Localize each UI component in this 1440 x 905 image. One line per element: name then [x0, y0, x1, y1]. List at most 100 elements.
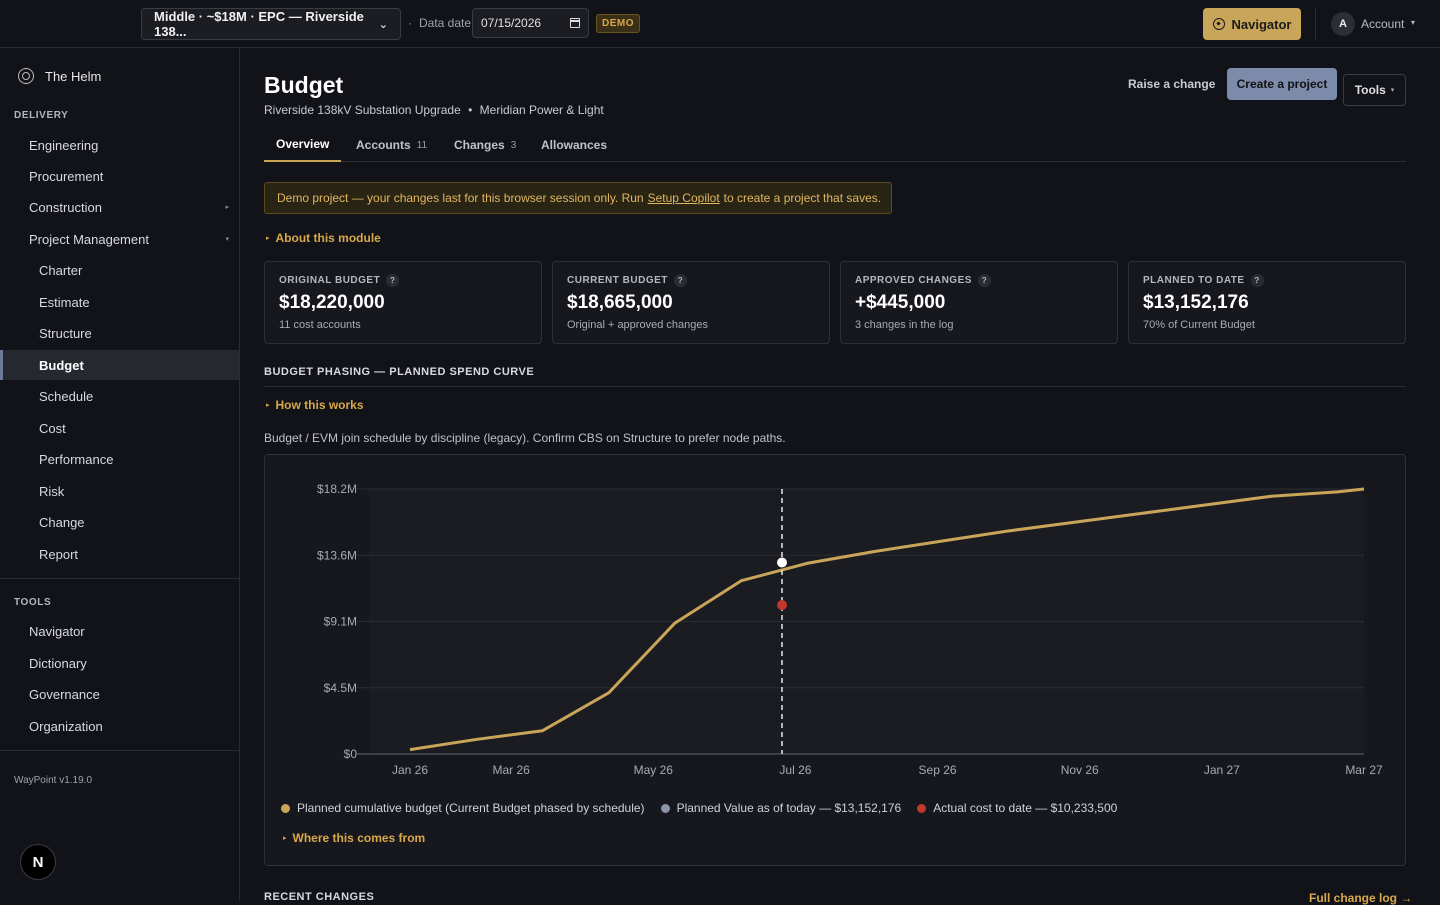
how-this-works-toggle[interactable]: ▸ How this works — [266, 398, 364, 412]
legend-swatch — [660, 803, 670, 813]
x-tick-label: Mar 26 — [492, 763, 530, 777]
setup-copilot-link[interactable]: Setup Copilot — [647, 191, 720, 205]
about-module-toggle[interactable]: ▸ About this module — [266, 231, 381, 245]
card-label: APPROVED CHANGES? — [855, 274, 1103, 287]
sidebar-item-charter[interactable]: Charter — [0, 255, 239, 285]
tab-accounts[interactable]: Accounts 11 — [356, 128, 427, 162]
chevron-down-icon: ⌄ — [378, 18, 388, 31]
chart-note: Budget / EVM join schedule by discipline… — [264, 431, 786, 445]
n-badge-button[interactable]: N — [20, 844, 56, 880]
legend-label: Planned cumulative budget (Current Budge… — [297, 801, 645, 815]
card-sub: 11 cost accounts — [279, 319, 361, 331]
y-tick-label: $4.5M — [324, 681, 357, 695]
sidebar-item-organization[interactable]: Organization — [0, 711, 239, 741]
raise-change-button[interactable]: Raise a change — [1128, 77, 1216, 91]
brand-link[interactable]: The Helm — [18, 68, 101, 84]
help-icon[interactable]: ? — [977, 274, 991, 287]
legend-item-planned-budget: Planned cumulative budget (Current Budge… — [281, 801, 645, 815]
caret-down-icon: ▾ — [1390, 87, 1395, 94]
section-label-delivery: DELIVERY — [14, 110, 69, 121]
navigator-button[interactable]: Navigator — [1203, 8, 1301, 40]
caret-down-icon: ▾ — [225, 236, 229, 243]
sidebar-item-label: Project Management — [29, 231, 149, 247]
caret-right-icon: ▸ — [225, 204, 229, 211]
separator-dot: · — [408, 16, 412, 30]
calendar-icon[interactable] — [570, 18, 580, 28]
chart-legend: Planned cumulative budget (Current Budge… — [281, 801, 1133, 815]
budget-phasing-chart: $0 $4.5M $9.1M $13.6M $18.2M Jan 26 Mar 26 May … — [317, 482, 1383, 777]
x-tick-label: May 26 — [634, 763, 674, 777]
sidebar-item-performance[interactable]: Performance — [0, 444, 239, 474]
tab-label: Accounts — [356, 138, 411, 152]
help-icon[interactable]: ? — [386, 274, 400, 287]
planned-value-point — [777, 557, 787, 568]
help-icon[interactable]: ? — [673, 274, 687, 287]
tab-bar: Overview Accounts 11 Changes 3 Allowances — [264, 128, 1406, 162]
legend-label: Actual cost to date — $10,233,500 — [933, 801, 1118, 815]
divider — [1315, 8, 1316, 40]
full-change-log-link[interactable]: Full change log → — [1309, 891, 1413, 905]
sidebar-item-structure[interactable]: Structure — [0, 318, 239, 348]
card-value: +$445,000 — [855, 292, 946, 313]
subtitle-separator: • — [468, 103, 473, 117]
kpi-cards: ORIGINAL BUDGET? $18,220,000 11 cost acc… — [264, 261, 1406, 344]
sidebar-item-estimate[interactable]: Estimate — [0, 287, 239, 317]
tools-button-label: Tools — [1354, 83, 1386, 97]
sidebar-item-schedule[interactable]: Schedule — [0, 381, 239, 411]
sidebar-item-label: Structure — [39, 325, 92, 341]
sidebar-item-project-management[interactable]: Project Management ▾ — [0, 224, 239, 254]
tab-overview[interactable]: Overview — [264, 128, 342, 162]
triangle-right-icon: ▸ — [266, 235, 270, 242]
sidebar-item-label: Budget — [39, 357, 84, 373]
y-tick-label: $9.1M — [324, 615, 357, 629]
tab-allowances[interactable]: Allowances — [541, 128, 607, 162]
sidebar-item-label: Change — [39, 514, 85, 530]
where-comes-from-toggle[interactable]: ▸ Where this comes from — [283, 831, 425, 845]
sidebar-item-procurement[interactable]: Procurement — [0, 161, 239, 191]
sidebar-item-report[interactable]: Report — [0, 539, 239, 569]
sidebar-item-label: Organization — [29, 718, 103, 734]
card-label: CURRENT BUDGET? — [567, 274, 815, 287]
tab-label: Overview — [276, 137, 330, 151]
card-value: $18,220,000 — [279, 292, 385, 313]
tools-menu-button[interactable]: Tools ▾ — [1343, 74, 1406, 106]
sidebar-item-label: Report — [39, 546, 79, 562]
account-menu[interactable]: Account — [1361, 17, 1405, 31]
x-tick-label: Sep 26 — [919, 763, 957, 777]
section-heading-recent-changes: RECENT CHANGES — [264, 891, 375, 903]
sidebar-item-budget[interactable]: Budget — [0, 350, 239, 380]
project-name: Riverside 138kV Substation Upgrade — [264, 103, 461, 117]
client-name: Meridian Power & Light — [479, 103, 604, 117]
card-label-text: PLANNED TO DATE — [1143, 275, 1245, 286]
data-date-input[interactable]: 07/15/2026 — [472, 8, 589, 38]
card-label: ORIGINAL BUDGET? — [279, 274, 527, 287]
project-select[interactable]: Middle · ~$18M · EPC — Riverside 138... … — [141, 8, 401, 40]
sidebar-item-change[interactable]: Change — [0, 507, 239, 537]
tab-changes[interactable]: Changes 3 — [454, 128, 516, 162]
avatar[interactable]: A — [1331, 12, 1355, 36]
help-icon[interactable]: ? — [1250, 274, 1264, 287]
card-label-text: ORIGINAL BUDGET — [279, 275, 381, 286]
sidebar-item-construction[interactable]: Construction ▸ — [0, 192, 239, 222]
sidebar-item-engineering[interactable]: Engineering — [0, 130, 239, 160]
sidebar-item-governance[interactable]: Governance — [0, 679, 239, 709]
create-project-button[interactable]: Create a project — [1227, 68, 1337, 100]
main-content: Budget Riverside 138kV Substation Upgrad… — [240, 48, 1440, 905]
navigator-button-label: Navigator — [1231, 16, 1292, 32]
sidebar-item-dictionary[interactable]: Dictionary — [0, 648, 239, 678]
sidebar-item-label: Performance — [39, 451, 114, 467]
about-module-label: About this module — [275, 231, 381, 245]
sidebar-item-label: Governance — [29, 686, 100, 702]
sidebar-item-label: Navigator — [29, 623, 85, 639]
caret-down-icon[interactable]: ▾ — [1411, 18, 1416, 27]
project-select-label: Middle · ~$18M · EPC — Riverside 138... — [154, 9, 364, 39]
card-sub: Original + approved changes — [567, 319, 708, 331]
legend-label: Planned Value as of today — $13,152,176 — [676, 801, 902, 815]
sidebar-item-cost[interactable]: Cost — [0, 413, 239, 443]
helm-icon — [18, 68, 34, 84]
divider — [0, 578, 239, 579]
tab-count: 3 — [510, 139, 517, 151]
sidebar-item-navigator[interactable]: Navigator — [0, 616, 239, 646]
sidebar-item-label: Procurement — [29, 168, 104, 184]
sidebar-item-risk[interactable]: Risk — [0, 476, 239, 506]
